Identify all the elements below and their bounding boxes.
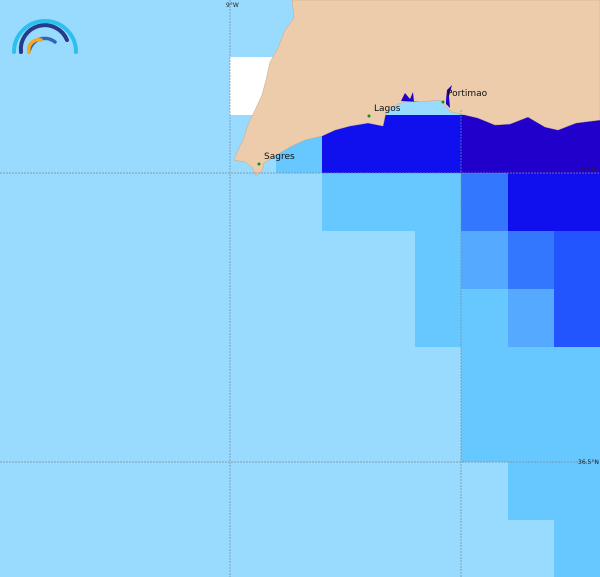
- lat-label-37: 37°N: [580, 167, 595, 174]
- grid-cell-level2: [461, 231, 508, 289]
- grid-cell-level1: [415, 231, 461, 289]
- land: [233, 0, 600, 177]
- grid-cell-level4: [554, 231, 600, 289]
- rainbow-logo-icon: [12, 19, 78, 54]
- grid-cell-level1: [508, 462, 600, 520]
- grid-cell-level1: [461, 289, 508, 347]
- place-label-lagos: Lagos: [374, 104, 401, 114]
- lat-label-36-5: 36.5°N: [578, 459, 599, 466]
- place-label-portimao: Portimao: [447, 89, 488, 99]
- grid-cell-level1: [322, 173, 461, 231]
- grid-cell-level1: [461, 347, 600, 462]
- grid-cell-base-water: [230, 0, 276, 57]
- grid-cell-level4: [554, 289, 600, 347]
- place-marker-portimao: [441, 100, 445, 104]
- place-label-sagres: Sagres: [264, 152, 295, 162]
- grid-cell-level3: [461, 173, 508, 231]
- place-marker-sagres: [257, 162, 261, 166]
- grid-cell-level2: [508, 289, 554, 347]
- grid-cell-level5: [508, 173, 600, 231]
- lon-label: 9°W: [226, 2, 239, 9]
- grid-cell-level6: [461, 115, 600, 173]
- river-estuary: [401, 85, 452, 108]
- grid-cell-level1: [554, 520, 600, 577]
- grid-cell-level1: [415, 289, 461, 347]
- grid-cell-level3: [508, 231, 554, 289]
- place-marker-lagos: [367, 114, 371, 118]
